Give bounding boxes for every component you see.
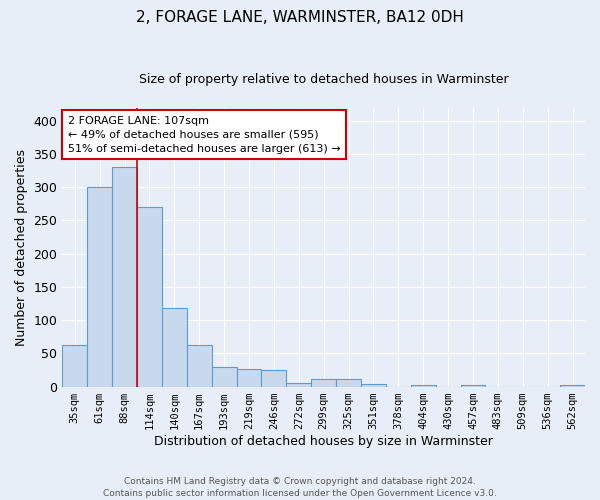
Bar (137, 207, 162, 386)
Bar (411, 384, 436, 386)
Bar (461, 384, 485, 386)
X-axis label: Distribution of detached houses by size in Warminster: Distribution of detached houses by size … (154, 434, 493, 448)
Bar (236, 370, 262, 386)
Bar (162, 308, 187, 386)
Bar (62, 346, 87, 387)
Bar (286, 382, 311, 386)
Bar (336, 380, 361, 386)
Bar (212, 368, 236, 386)
Bar (262, 370, 286, 386)
Y-axis label: Number of detached properties: Number of detached properties (15, 148, 28, 346)
Bar (187, 344, 212, 387)
Text: 2 FORAGE LANE: 107sqm
← 49% of detached houses are smaller (595)
51% of semi-det: 2 FORAGE LANE: 107sqm ← 49% of detached … (68, 116, 340, 154)
Bar (560, 384, 585, 386)
Bar (361, 384, 386, 386)
Bar (311, 380, 336, 386)
Title: Size of property relative to detached houses in Warminster: Size of property relative to detached ho… (139, 72, 508, 86)
Bar (87, 187, 112, 386)
Text: 2, FORAGE LANE, WARMINSTER, BA12 0DH: 2, FORAGE LANE, WARMINSTER, BA12 0DH (136, 10, 464, 25)
Text: Contains HM Land Registry data © Crown copyright and database right 2024.
Contai: Contains HM Land Registry data © Crown c… (103, 476, 497, 498)
Bar (112, 168, 137, 386)
